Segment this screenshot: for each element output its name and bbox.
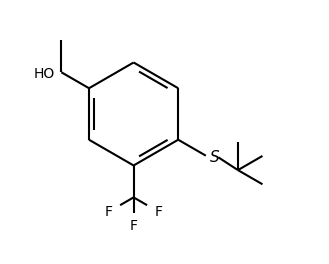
Text: S: S (210, 150, 219, 165)
Text: HO: HO (34, 67, 55, 81)
Text: F: F (154, 205, 162, 219)
Text: F: F (105, 205, 113, 219)
Text: F: F (130, 219, 138, 233)
